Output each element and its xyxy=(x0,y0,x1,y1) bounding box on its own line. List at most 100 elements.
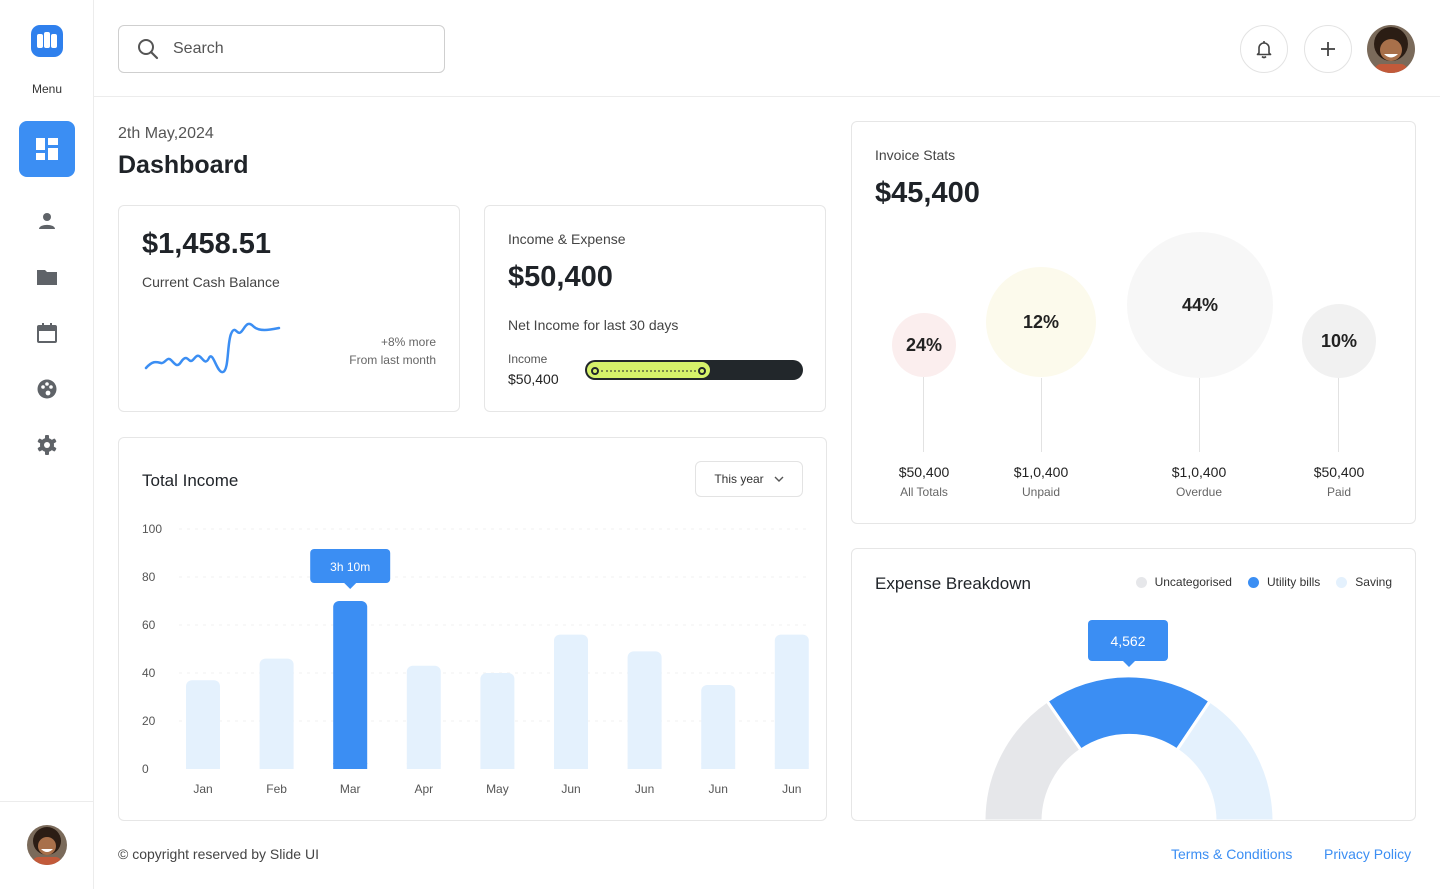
x-tick-label: Apr xyxy=(414,782,433,796)
invoice-bubble-overdue[interactable]: 44% xyxy=(1127,232,1273,378)
add-button[interactable] xyxy=(1304,25,1352,73)
bar[interactable] xyxy=(406,665,441,769)
legend-label: Uncategorised xyxy=(1154,575,1232,589)
avatar[interactable] xyxy=(27,825,67,865)
y-tick-label: 40 xyxy=(142,666,156,680)
search-input[interactable] xyxy=(173,40,433,58)
bar-base xyxy=(554,763,588,769)
expense-legend: Uncategorised Utility bills Saving xyxy=(1135,575,1392,589)
logo[interactable] xyxy=(31,25,63,57)
y-tick-label: 20 xyxy=(142,714,156,728)
gear-icon xyxy=(37,435,57,455)
income-progress-fill xyxy=(586,361,712,379)
invoice-value: $50,400 xyxy=(898,464,950,480)
bar[interactable] xyxy=(701,685,736,769)
x-tick-label: Jun xyxy=(782,782,801,796)
header xyxy=(94,0,1440,97)
invoice-percent: 44% xyxy=(1181,294,1219,315)
tooltip-pointer xyxy=(1123,661,1135,667)
invoice-title: Invoice Stats xyxy=(875,147,956,163)
folder-icon xyxy=(37,270,57,285)
cash-balance-card: $1,458.51 Current Cash Balance +8% more … xyxy=(118,205,460,412)
cash-sparkline xyxy=(144,322,281,374)
bar-base xyxy=(701,763,736,769)
notifications-button[interactable] xyxy=(1240,25,1288,73)
income-expense-card: Income & Expense $50,400 Net Income for … xyxy=(484,205,826,412)
copyright-text: © copyright reserved by Slide UI xyxy=(118,846,319,862)
bar[interactable] xyxy=(774,634,809,769)
bar-base xyxy=(406,763,441,769)
menu-label: Menu xyxy=(31,82,63,96)
sidebar-item-settings[interactable] xyxy=(31,429,63,461)
search-icon xyxy=(138,39,159,60)
legend-dot xyxy=(1135,576,1147,588)
income-expense-amount: $50,400 xyxy=(508,261,613,293)
y-tick-label: 80 xyxy=(142,570,156,584)
invoice-stats-card: Invoice Stats $45,400 24% $50,400 All To… xyxy=(851,121,1416,524)
bar[interactable] xyxy=(259,658,294,769)
invoice-label: Overdue xyxy=(1175,485,1223,499)
search-box[interactable] xyxy=(118,25,445,73)
chevron-down-icon xyxy=(774,476,784,482)
invoice-stem xyxy=(1041,378,1042,452)
dashboard-icon xyxy=(36,138,58,160)
expense-donut-chart xyxy=(982,661,1276,820)
total-income-title: Total Income xyxy=(142,471,239,490)
privacy-link[interactable]: Privacy Policy xyxy=(1324,846,1412,862)
expense-title: Expense Breakdown xyxy=(875,574,1031,593)
x-tick-label: Mar xyxy=(340,782,361,796)
income-progress-dots xyxy=(601,370,697,372)
bar[interactable] xyxy=(333,601,368,769)
income-label: Income xyxy=(508,352,548,366)
income-progress-track xyxy=(585,360,803,380)
palette-icon xyxy=(37,379,57,399)
expense-tooltip: 4,562 xyxy=(1088,620,1168,661)
terms-link[interactable]: Terms & Conditions xyxy=(1171,846,1293,862)
total-income-card: Total Income This year 0 20 40 60 80 100 Jan Fe… xyxy=(118,437,827,821)
page-title: Dashboard xyxy=(118,151,249,179)
user-icon xyxy=(39,213,55,229)
invoice-bubble-paid[interactable]: 10% xyxy=(1302,304,1376,378)
bar-base xyxy=(627,763,662,769)
bar-tooltip xyxy=(310,549,391,583)
invoice-value: $1,0,400 xyxy=(1171,464,1227,480)
sidebar-item-dashboard[interactable] xyxy=(19,121,75,177)
donut-segment-saving xyxy=(1174,698,1276,820)
invoice-bubble-all-totals[interactable]: 24% xyxy=(892,313,956,377)
sidebar-item-users[interactable] xyxy=(31,205,63,237)
cash-change: +8% more xyxy=(380,335,436,349)
legend-dot xyxy=(1336,576,1348,588)
invoice-bubble-unpaid[interactable]: 12% xyxy=(986,267,1096,377)
profile-avatar[interactable] xyxy=(1367,25,1415,73)
invoice-percent: 24% xyxy=(905,334,943,355)
legend-item-saving[interactable]: Saving xyxy=(1336,575,1392,589)
bar-base xyxy=(333,763,368,769)
progress-handle[interactable] xyxy=(698,367,707,375)
tooltip-pointer xyxy=(344,583,357,589)
legend-item-uncategorised[interactable]: Uncategorised xyxy=(1135,575,1232,589)
bar-tooltip-label: 3h 10m xyxy=(330,560,370,574)
income-expense-subtitle: Net Income for last 30 days xyxy=(508,317,679,333)
sidebar-item-palette[interactable] xyxy=(31,373,63,405)
invoice-amount: $45,400 xyxy=(875,177,980,209)
progress-start-dot xyxy=(591,367,599,375)
calendar-icon xyxy=(37,323,57,343)
bar[interactable] xyxy=(480,673,515,769)
bar[interactable] xyxy=(627,651,662,769)
year-filter-select[interactable]: This year xyxy=(695,461,803,497)
sidebar-item-calendar[interactable] xyxy=(31,317,63,349)
cash-period: From last month xyxy=(349,353,436,367)
sidebar-item-files[interactable] xyxy=(31,261,63,293)
bell-icon xyxy=(1256,41,1272,59)
x-tick-label: Feb xyxy=(266,782,287,796)
logo-icon xyxy=(37,32,57,48)
bar-base xyxy=(480,763,515,769)
legend-item-utility-bills[interactable]: Utility bills xyxy=(1247,575,1320,589)
legend-label: Saving xyxy=(1355,575,1392,589)
invoice-label: Unpaid xyxy=(1021,485,1061,499)
bar[interactable] xyxy=(554,634,588,769)
x-tick-label: Jun xyxy=(635,782,654,796)
invoice-value: $1,0,400 xyxy=(1013,464,1069,480)
income-value: $50,400 xyxy=(508,371,559,387)
bar[interactable] xyxy=(186,680,220,769)
